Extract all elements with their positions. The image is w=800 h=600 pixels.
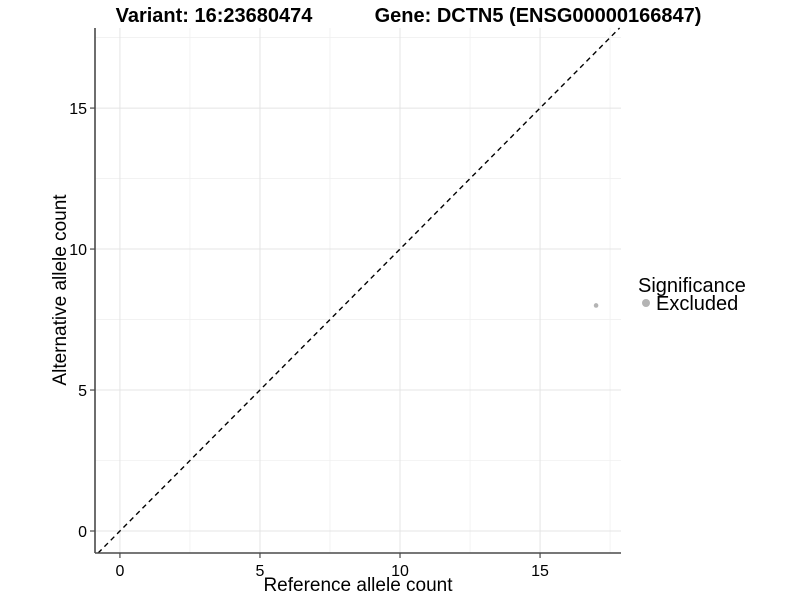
variant-title: Variant: 16:23680474 [116, 5, 314, 27]
legend-title: Significance [638, 275, 746, 297]
x-tick-label: 15 [531, 563, 549, 580]
x-tick-label: 5 [256, 563, 265, 580]
x-tick-label: 10 [391, 563, 409, 580]
y-tick-label: 0 [78, 524, 87, 541]
identity-dashed-line [97, 27, 621, 554]
identity-line-group [97, 27, 621, 554]
y-tick-label: 15 [69, 101, 87, 118]
legend-key-excluded-dot [642, 299, 650, 307]
y-axis-label: Alternative allele count [50, 194, 71, 386]
x-axis-label: Reference allele count [263, 575, 453, 596]
y-tick-label: 5 [78, 383, 87, 400]
tick-labels: 0 5 10 15 0 5 10 15 [69, 101, 549, 580]
legend-item-label: Excluded [656, 293, 738, 315]
legend: Significance Excluded [638, 275, 746, 315]
gene-title: Gene: DCTN5 (ENSG00000166847) [375, 5, 702, 27]
gridlines-major [95, 28, 621, 553]
data-points [593, 303, 599, 308]
data-point-excluded [593, 303, 599, 308]
x-tick-label: 0 [115, 563, 124, 580]
gridlines-minor [95, 28, 621, 553]
y-tick-label: 10 [69, 242, 87, 259]
axes [90, 28, 621, 558]
